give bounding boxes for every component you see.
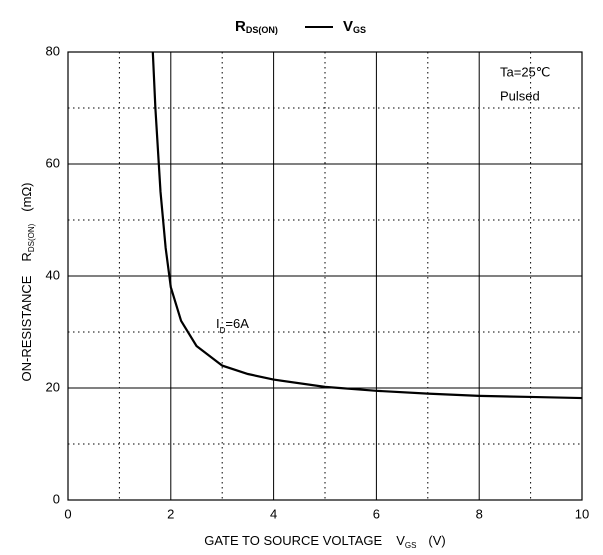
y-label-subscript: DS(ON) [27, 223, 36, 252]
plot-frame [67, 51, 583, 501]
x-label-text: GATE TO SOURCE VOLTAGE [204, 533, 382, 548]
y-tick-label: 60 [46, 155, 60, 170]
title-subscript: DS(ON) [246, 25, 278, 35]
y-axis-label: ON-RESISTANCE RDS(ON) (mΩ) [19, 183, 36, 382]
curve-value: =6A [225, 316, 249, 331]
annotation: Ta=25℃ [500, 64, 550, 79]
curve-subscript: D [220, 326, 226, 335]
y-label-symbol: R [19, 252, 34, 261]
x-tick-label: 2 [167, 506, 174, 521]
y-tick-label: 0 [53, 491, 60, 506]
curve-symbol: I [216, 316, 220, 331]
x-axis-label: GATE TO SOURCE VOLTAGE VGS (V) [204, 533, 446, 550]
y-label-text: ON-RESISTANCE [19, 275, 34, 381]
chart-title: VGS [343, 18, 366, 35]
x-tick-label: 0 [64, 506, 71, 521]
x-tick-label: 8 [476, 506, 483, 521]
x-label-unit: (V) [428, 533, 445, 548]
x-label-symbol: V [396, 533, 405, 548]
x-label-subscript: GS [405, 541, 417, 550]
title-symbol: V [343, 18, 353, 35]
title-symbol: R [235, 18, 246, 35]
data-line [151, 51, 583, 400]
x-tick-label: 10 [575, 506, 589, 521]
x-tick-label: 6 [373, 506, 380, 521]
y-tick-label: 20 [46, 379, 60, 394]
y-tick-label: 80 [46, 43, 60, 58]
curve-label: ID=6A [216, 316, 249, 335]
y-tick-label: 40 [46, 267, 60, 282]
y-label-unit: (mΩ) [19, 183, 34, 212]
chart-title: RDS(ON) [235, 18, 278, 35]
title-subscript: GS [353, 25, 366, 35]
annotation: Pulsed [500, 88, 540, 103]
x-tick-label: 4 [270, 506, 277, 521]
